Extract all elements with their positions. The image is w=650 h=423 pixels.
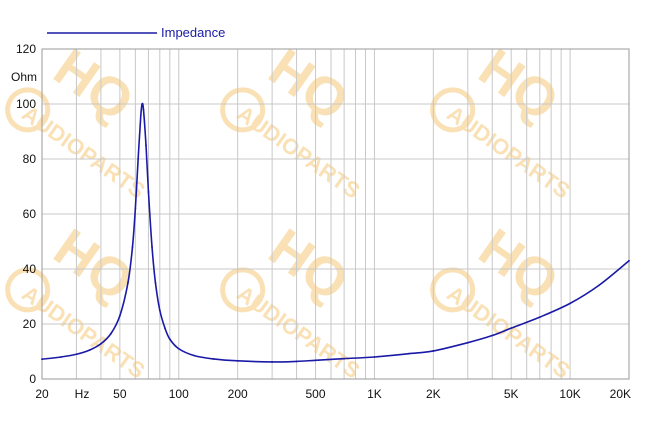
watermark-emblem bbox=[430, 267, 476, 313]
data-point bbox=[373, 356, 376, 358]
watermark-text: AUDIOPARTS bbox=[17, 101, 149, 204]
data-point bbox=[538, 316, 541, 319]
data-point bbox=[510, 327, 513, 330]
y-axis-ticks: 0 20 40 60 80 100 120 bbox=[16, 42, 36, 386]
x-tick-label: 10K bbox=[559, 387, 580, 401]
y-tick-label: 60 bbox=[23, 207, 37, 221]
data-point bbox=[100, 342, 102, 345]
watermark-text: AUDIOPARTS bbox=[17, 281, 149, 384]
data-point bbox=[118, 314, 121, 317]
watermark-text: AUDIOPARTS bbox=[442, 101, 574, 204]
series-layer bbox=[41, 102, 630, 363]
data-point bbox=[212, 358, 215, 360]
data-point bbox=[597, 284, 600, 287]
series-line-impedance bbox=[41, 102, 630, 363]
watermark-text: AUDIOPARTS bbox=[232, 101, 364, 204]
data-point bbox=[137, 158, 140, 160]
data-point bbox=[343, 357, 346, 360]
watermark-emblem bbox=[220, 87, 266, 133]
data-point bbox=[295, 360, 298, 363]
watermark-emblem bbox=[5, 87, 51, 133]
data-point bbox=[41, 358, 43, 361]
data-point bbox=[139, 114, 142, 116]
data-point bbox=[88, 349, 91, 352]
y-tick-label: 40 bbox=[23, 262, 37, 276]
data-point bbox=[75, 353, 78, 356]
y-tick-label: 120 bbox=[16, 42, 36, 56]
data-point bbox=[110, 332, 112, 335]
x-tick-label: 5K bbox=[504, 387, 519, 401]
legend: Impedance bbox=[47, 25, 225, 40]
data-point bbox=[147, 191, 150, 193]
data-point bbox=[193, 354, 196, 357]
data-point bbox=[127, 281, 129, 284]
x-tick-label: 200 bbox=[228, 387, 248, 401]
data-point bbox=[491, 334, 494, 337]
data-point bbox=[432, 350, 435, 352]
x-tick-label: 100 bbox=[169, 387, 189, 401]
data-point bbox=[145, 144, 147, 147]
x-axis-ticks: 20 50 100 200 500 1K 2K 5K 10K 20K bbox=[35, 387, 631, 401]
data-point bbox=[569, 302, 571, 305]
x-tick-label: 20K bbox=[610, 387, 631, 401]
y-tick-label: 100 bbox=[16, 97, 36, 111]
watermark-emblem bbox=[220, 267, 266, 313]
y-tick-label: 20 bbox=[23, 317, 37, 331]
data-point bbox=[151, 246, 153, 248]
data-point bbox=[628, 259, 630, 262]
x-tick-label: 2K bbox=[426, 387, 441, 401]
data-point bbox=[141, 103, 144, 105]
legend-label-impedance: Impedance bbox=[161, 25, 225, 40]
data-point bbox=[407, 352, 410, 355]
data-point bbox=[134, 207, 137, 210]
x-tick-label: 50 bbox=[113, 387, 127, 401]
data-point bbox=[142, 108, 145, 111]
data-point bbox=[466, 341, 469, 344]
y-tick-label: 80 bbox=[23, 152, 37, 166]
x-tick-label: 1K bbox=[367, 387, 382, 401]
y-axis-label: Ohm bbox=[11, 70, 37, 84]
watermark-text: AUDIOPARTS bbox=[232, 281, 364, 384]
watermark-emblem bbox=[430, 87, 476, 133]
x-unit-label: Hz bbox=[75, 387, 90, 401]
data-point bbox=[131, 246, 134, 248]
data-point bbox=[177, 347, 180, 350]
data-point bbox=[60, 356, 62, 358]
watermark-emblem bbox=[5, 267, 51, 313]
data-point bbox=[314, 359, 317, 362]
watermark-text: AUDIOPARTS bbox=[442, 281, 574, 384]
data-point bbox=[271, 361, 274, 363]
data-point bbox=[164, 327, 166, 330]
y-tick-label: 0 bbox=[29, 372, 36, 386]
plot-frame bbox=[41, 48, 630, 380]
x-tick-label: 500 bbox=[306, 387, 326, 401]
data-point bbox=[168, 338, 171, 341]
x-tick-label: 20 bbox=[35, 387, 49, 401]
data-point bbox=[158, 309, 161, 312]
data-point bbox=[236, 359, 239, 362]
data-point bbox=[154, 281, 157, 284]
